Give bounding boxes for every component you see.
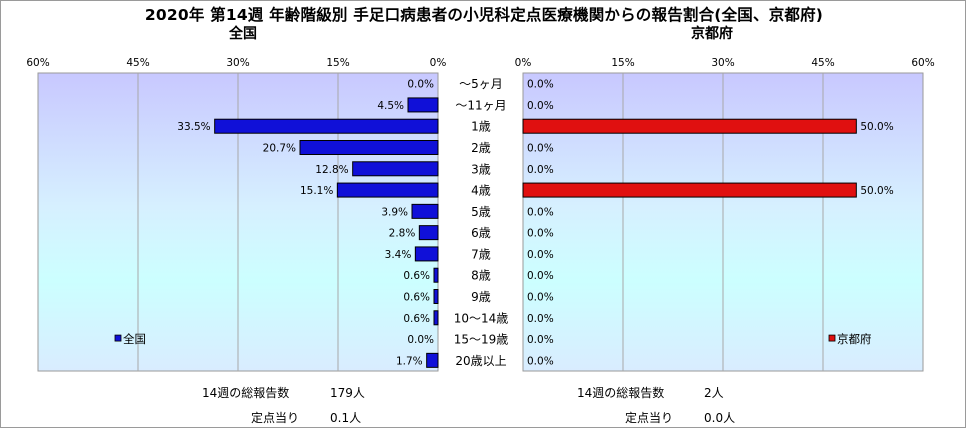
bar xyxy=(433,289,439,304)
bar xyxy=(414,246,439,262)
kyoto-per-site-label: 定点当り xyxy=(625,411,674,425)
bar xyxy=(411,203,439,219)
bar xyxy=(433,310,439,326)
category-label: 2歳 xyxy=(471,141,491,155)
national-total-label: 14週の総報告数 xyxy=(202,386,290,400)
data-label: 0.0% xyxy=(527,228,554,240)
tick-label: 30% xyxy=(226,57,249,69)
category-label: 5歳 xyxy=(471,205,491,219)
category-label: ～5ヶ月 xyxy=(459,77,503,91)
data-label: 0.0% xyxy=(407,334,434,346)
data-label: 0.0% xyxy=(527,249,554,261)
data-label: 0.0% xyxy=(527,270,554,282)
data-label: 0.0% xyxy=(527,79,554,91)
legend-label: 京都府 xyxy=(837,332,872,346)
tick-label: 60% xyxy=(26,57,49,69)
data-label: 0.0% xyxy=(527,313,554,325)
data-label: 50.0% xyxy=(860,121,893,133)
data-label: 0.0% xyxy=(527,143,554,155)
national-per-site-label: 定点当り xyxy=(251,411,300,425)
data-label: 0.0% xyxy=(527,355,554,367)
category-label: 8歳 xyxy=(471,269,491,283)
national-per-site-value: 0.1人 xyxy=(330,411,362,425)
bar xyxy=(214,118,439,134)
data-label: 0.0% xyxy=(527,334,554,346)
data-label: 15.1% xyxy=(300,185,333,197)
panel-title-kyoto: 京都府 xyxy=(691,26,733,42)
data-label: 0.6% xyxy=(403,313,430,325)
plot-area-kyoto: 0% 15% 30% 45% 60% 0.0% 0.0% 50.0% 0.0% 0.0% 50.0%… xyxy=(515,57,935,372)
bar xyxy=(352,161,439,177)
national-total-value: 179人 xyxy=(330,386,365,400)
data-label: 0.0% xyxy=(527,164,554,176)
bar xyxy=(522,182,857,198)
chart-title: 2020年 第14週 年齢階級別 手足口病患者の小児科定点医療機関からの報告割合… xyxy=(144,6,824,24)
tick-label: 45% xyxy=(126,57,149,69)
category-label: 9歳 xyxy=(471,290,491,304)
data-label: 3.4% xyxy=(385,249,412,261)
category-label: 10～14歳 xyxy=(454,311,509,325)
category-label: 1歳 xyxy=(471,120,491,134)
bar xyxy=(418,225,439,241)
tick-label: 0% xyxy=(430,57,447,69)
category-label: 3歳 xyxy=(471,162,491,176)
data-label: 0.0% xyxy=(527,206,554,218)
data-label: 0.0% xyxy=(527,292,554,304)
data-label: 0.6% xyxy=(403,292,430,304)
plot-area-national: 0%15%30%45%60%0.0%4.5%33.5%20.7%12.8%15.… xyxy=(26,57,447,372)
bar xyxy=(336,182,439,198)
category-label: ～11ヶ月 xyxy=(455,98,506,112)
data-label: 3.9% xyxy=(381,206,408,218)
data-label: 0.0% xyxy=(527,100,554,112)
category-label: 15～19歳 xyxy=(454,333,509,347)
kyoto-total-label: 14週の総報告数 xyxy=(577,386,665,400)
legend-swatch xyxy=(828,334,836,342)
bar xyxy=(522,118,857,134)
legend-swatch xyxy=(114,334,122,342)
data-label: 33.5% xyxy=(177,121,210,133)
kyoto-per-site-value: 0.0人 xyxy=(704,411,736,425)
tick-label: 30% xyxy=(711,57,734,69)
category-label: 6歳 xyxy=(471,226,491,240)
data-label: 2.8% xyxy=(389,228,416,240)
data-label: 12.8% xyxy=(315,164,348,176)
bar xyxy=(407,97,439,113)
data-label: 1.7% xyxy=(396,355,423,367)
category-label: 7歳 xyxy=(471,247,491,261)
bar xyxy=(433,267,439,283)
legend-label: 全国 xyxy=(123,332,146,346)
data-label: 4.5% xyxy=(377,100,404,112)
category-label: 20歳以上 xyxy=(455,354,506,368)
bar xyxy=(426,352,439,368)
category-axis: ～5ヶ月 ～11ヶ月 1歳 2歳 3歳 4歳 5歳 6歳 7歳 8歳 9歳 10～14歳 15～19歳 2… xyxy=(454,77,509,368)
data-label: 50.0% xyxy=(860,185,893,197)
kyoto-total-value: 2人 xyxy=(704,386,724,400)
tick-label: 15% xyxy=(326,57,349,69)
tick-label: 45% xyxy=(811,57,834,69)
category-label: 4歳 xyxy=(471,184,491,198)
bar xyxy=(299,140,439,155)
data-label: 0.6% xyxy=(403,270,430,282)
data-label: 20.7% xyxy=(263,143,296,155)
tick-label: 60% xyxy=(911,57,934,69)
tick-label: 0% xyxy=(515,57,532,69)
data-label: 0.0% xyxy=(407,79,434,91)
panel-title-national: 全国 xyxy=(229,26,257,42)
tick-label: 15% xyxy=(611,57,634,69)
